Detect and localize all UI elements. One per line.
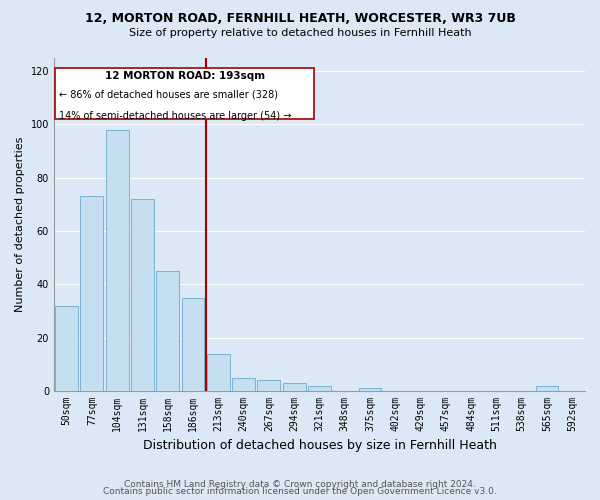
Bar xyxy=(359,388,382,391)
Bar xyxy=(207,354,230,391)
Bar xyxy=(80,196,103,391)
Text: ← 86% of detached houses are smaller (328): ← 86% of detached houses are smaller (32… xyxy=(59,90,278,100)
Text: 12 MORTON ROAD: 193sqm: 12 MORTON ROAD: 193sqm xyxy=(105,71,265,81)
FancyBboxPatch shape xyxy=(55,68,314,119)
Bar xyxy=(157,271,179,391)
Bar xyxy=(106,130,128,391)
Bar xyxy=(55,306,78,391)
Bar xyxy=(257,380,280,391)
Text: 14% of semi-detached houses are larger (54) →: 14% of semi-detached houses are larger (… xyxy=(59,111,292,121)
Text: Contains public sector information licensed under the Open Government Licence v3: Contains public sector information licen… xyxy=(103,488,497,496)
Bar xyxy=(232,378,255,391)
Text: Contains HM Land Registry data © Crown copyright and database right 2024.: Contains HM Land Registry data © Crown c… xyxy=(124,480,476,489)
Text: 12, MORTON ROAD, FERNHILL HEATH, WORCESTER, WR3 7UB: 12, MORTON ROAD, FERNHILL HEATH, WORCEST… xyxy=(85,12,515,26)
Bar xyxy=(536,386,559,391)
Bar xyxy=(182,298,205,391)
X-axis label: Distribution of detached houses by size in Fernhill Heath: Distribution of detached houses by size … xyxy=(143,440,496,452)
Bar xyxy=(283,383,305,391)
Text: Size of property relative to detached houses in Fernhill Heath: Size of property relative to detached ho… xyxy=(128,28,472,38)
Bar xyxy=(131,199,154,391)
Y-axis label: Number of detached properties: Number of detached properties xyxy=(15,136,25,312)
Bar xyxy=(308,386,331,391)
